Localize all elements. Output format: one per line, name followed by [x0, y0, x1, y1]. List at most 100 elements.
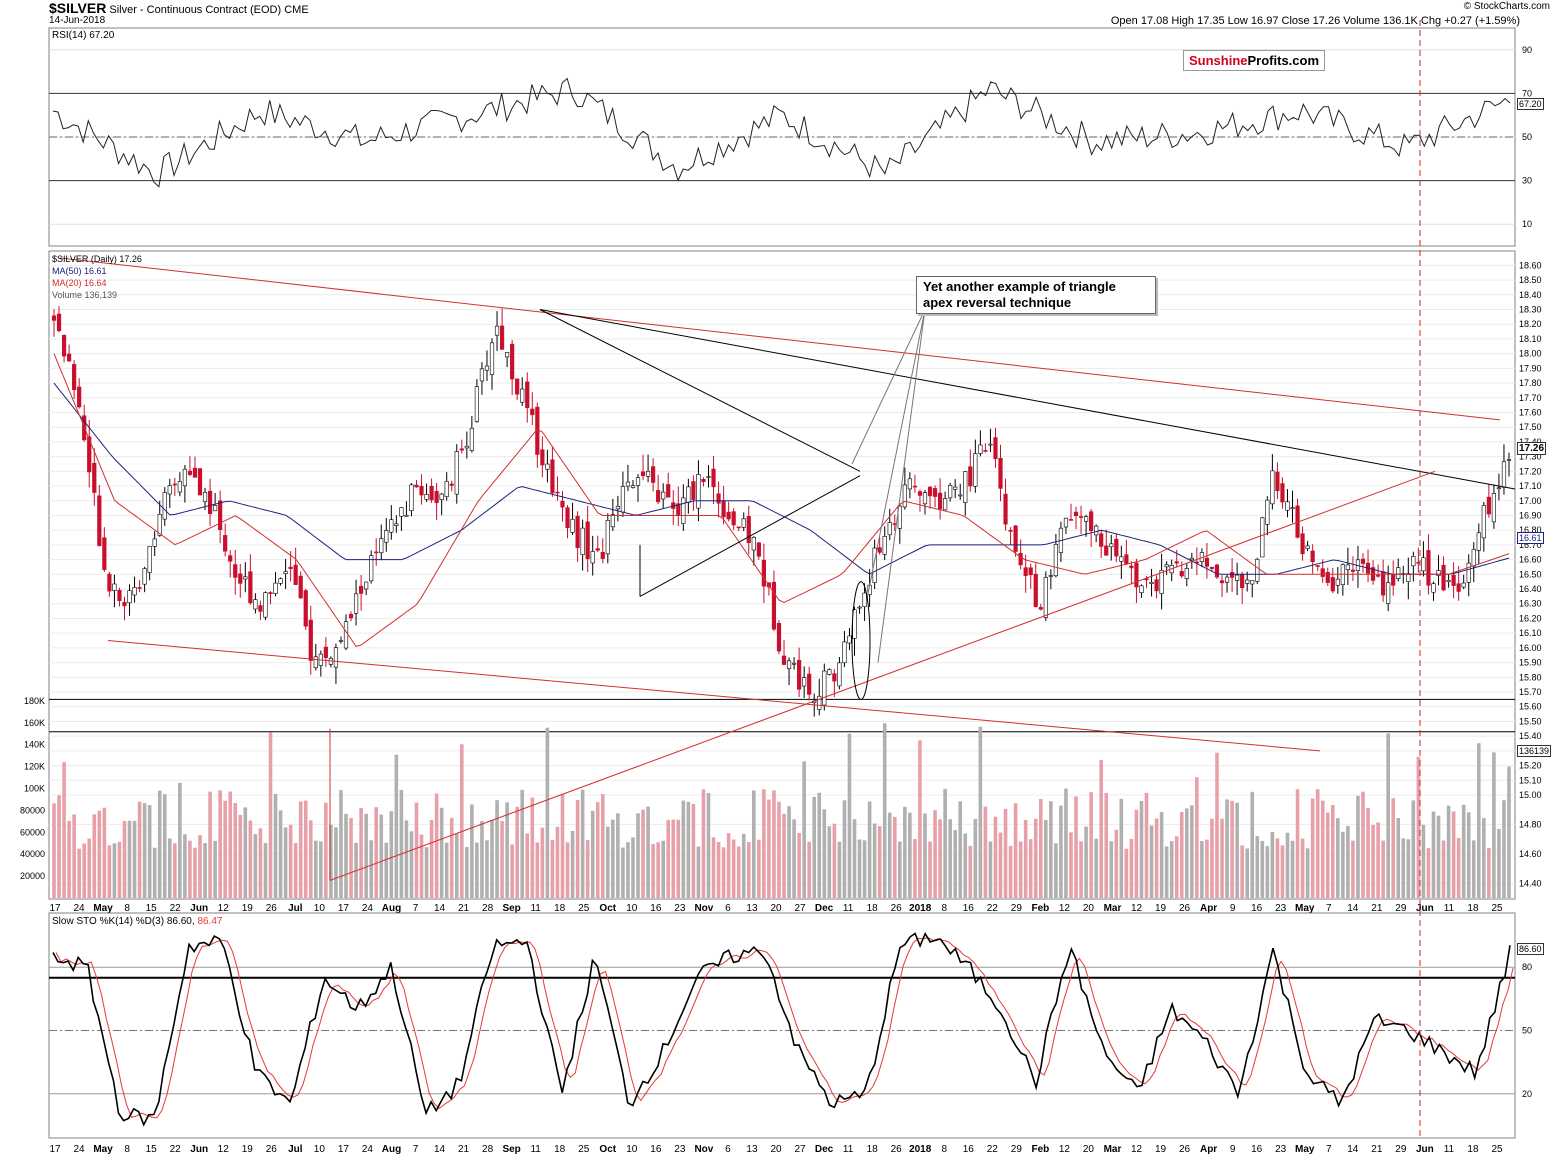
volume-bar: [1169, 841, 1174, 898]
description: Silver - Continuous Contract (EOD): [109, 4, 282, 16]
x-tick-label: 15: [146, 903, 158, 914]
candle-body: [1250, 580, 1255, 585]
candle-body: [1260, 517, 1265, 558]
logo-part2: Profits.com: [1247, 53, 1320, 68]
volume-bar: [1290, 840, 1295, 898]
rsi-line: [52, 77, 1511, 188]
candle-body: [233, 564, 238, 578]
candle-body: [907, 478, 912, 490]
candle-body: [525, 381, 530, 408]
volume-bar: [117, 841, 122, 898]
candle-body: [530, 408, 535, 416]
candle-body: [484, 365, 490, 371]
volume-bar: [218, 790, 222, 898]
candle-body: [756, 542, 761, 557]
price-tick-label: 18.10: [1519, 334, 1542, 344]
candle-body: [474, 386, 480, 422]
x-tick-label: 11: [1444, 903, 1455, 914]
volume-bar: [626, 842, 630, 898]
x-tick-label: May: [93, 1144, 113, 1155]
x-tick-label: 17: [49, 1144, 61, 1155]
volume-bar: [127, 820, 132, 898]
volume-bar: [1270, 831, 1275, 898]
candle-body: [288, 566, 293, 569]
x-tick-label: 22: [987, 903, 999, 914]
candle-body: [1209, 566, 1215, 569]
candle-body: [550, 459, 555, 494]
x-tick-label: 24: [362, 1144, 374, 1155]
volume-bar: [198, 835, 202, 898]
price-tick-label: 16.80: [1519, 525, 1542, 535]
candle-body: [389, 519, 394, 533]
volume-bar: [495, 800, 499, 898]
sto-k-line: [52, 931, 1511, 1127]
rising-support-line: [329, 470, 1436, 881]
volume-bar: [918, 740, 922, 898]
candle-body: [1078, 516, 1084, 518]
volume-bar: [1069, 832, 1073, 898]
volume-bar: [1149, 825, 1154, 898]
candle-body: [1451, 574, 1456, 586]
volume-bar: [1129, 838, 1134, 898]
volume-bar: [97, 810, 102, 898]
symbol: $SILVER: [49, 0, 107, 16]
x-tick-label: 29: [1395, 1144, 1407, 1155]
volume-bar: [298, 801, 303, 898]
candle-body: [213, 505, 218, 512]
volume-bar: [953, 830, 957, 898]
sto-label: Slow STO %K(14) %D(3) 86.60, 86.47: [52, 916, 222, 927]
candle-body: [1350, 569, 1356, 572]
candle-body: [842, 641, 847, 664]
volume-bar: [238, 814, 243, 898]
candle-body: [993, 437, 998, 460]
volume-bar: [731, 839, 736, 898]
candle-body: [797, 659, 802, 690]
volume-bar: [716, 842, 721, 898]
volume-bar: [1119, 798, 1124, 898]
annotation-box: Yet another example of triangle apex rev…: [916, 276, 1156, 314]
candle-body: [1396, 567, 1401, 579]
volume-bar: [460, 744, 464, 898]
volume-bar: [465, 847, 469, 898]
volume-bar: [882, 723, 887, 898]
candle-body: [1411, 555, 1416, 567]
volume-bar: [203, 843, 207, 898]
candle-body: [1119, 556, 1124, 562]
rsi-tick-label: 50: [1522, 132, 1532, 142]
volume-bar: [329, 824, 333, 898]
volume-bar: [636, 813, 640, 898]
volume-bar: [485, 840, 489, 898]
candle-body: [67, 353, 72, 362]
x-tick-label: 26: [1179, 903, 1191, 914]
candle-body: [1476, 532, 1481, 551]
volume-bar: [998, 832, 1003, 898]
candle-body: [379, 538, 384, 554]
x-tick-label: 18: [1467, 903, 1479, 914]
volume-bar: [565, 842, 570, 898]
candle-body: [1154, 579, 1159, 592]
candle-body: [223, 535, 228, 552]
legend-price: $SILVER (Daily) 17.26: [52, 254, 142, 264]
x-tick-label: 17: [49, 903, 61, 914]
x-tick-label: 7: [1326, 903, 1332, 914]
volume-bar: [1109, 841, 1114, 898]
legend-ma50: MA(50) 16.61: [52, 266, 107, 276]
volume-bar: [575, 799, 580, 898]
candle-body: [822, 670, 827, 706]
annotation-pointer: [877, 309, 926, 663]
volume-bar: [57, 795, 61, 898]
candle-body: [781, 655, 787, 665]
candle-body: [353, 593, 359, 614]
candle-body: [912, 485, 918, 488]
volume-bar: [978, 726, 983, 898]
candle-body: [1003, 493, 1008, 525]
x-tick-label: 25: [1491, 1144, 1503, 1155]
volume-bar: [1028, 839, 1033, 898]
price-tick-label: 18.50: [1519, 275, 1542, 285]
x-tick-label: 19: [1155, 1144, 1167, 1155]
volume-bar: [595, 802, 600, 898]
candle-body: [359, 585, 364, 594]
volume-bar: [726, 833, 731, 898]
volume-bar: [661, 840, 665, 898]
annotation-pointer: [851, 309, 926, 465]
